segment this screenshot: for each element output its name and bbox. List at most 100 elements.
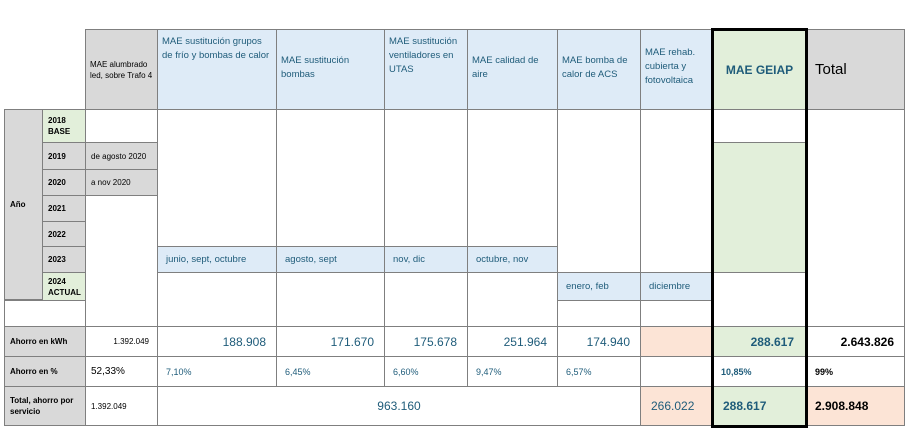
- pct-grupos: 7,10%: [157, 356, 277, 387]
- header-geiap-text: MAE GEIAP: [725, 62, 794, 77]
- kwh-geiap-text: 288.617: [750, 334, 794, 349]
- grupos-period: junio, sept, octubre: [157, 246, 277, 273]
- year-2021: 2021: [42, 195, 86, 222]
- kwh-ventiladores-text: 175.678: [413, 334, 457, 349]
- header-geiap: MAE GEIAP: [712, 29, 807, 110]
- grupos-period-text: junio, sept, octubre: [166, 254, 247, 265]
- aire-empty-cell: [467, 109, 558, 247]
- fotovoltaica-empty-cell: [640, 109, 713, 273]
- aire-after-cell: [467, 272, 558, 327]
- bombas-empty-cell: [276, 109, 385, 247]
- ahorro-kwh-label: Ahorro en kWh: [4, 326, 86, 357]
- servicio-total: 2.908.848: [806, 386, 905, 426]
- servicio-total-text: 2.908.848: [815, 399, 869, 413]
- servicio-fotovoltaica: 266.022: [640, 386, 713, 426]
- header-bomba-acs: MAE bomba de calor de ACS: [557, 29, 641, 110]
- pct-total: 99%: [806, 356, 905, 387]
- servicio-alumbrado-text: 1.392.049: [91, 401, 127, 411]
- ventiladores-period-text: nov, dic: [393, 254, 426, 265]
- alumbrado-period-end-text: a nov 2020: [91, 178, 131, 187]
- year-2018: 2018 BASE: [42, 109, 86, 143]
- year-2019: 2019: [42, 142, 86, 170]
- kwh-total-text: 2.643.826: [840, 334, 894, 349]
- alumbrado-2018-cell: [85, 109, 158, 143]
- header-alumbrado: MAE alumbrado led, sobre Trafo 4: [85, 29, 158, 110]
- kwh-geiap: 288.617: [712, 326, 807, 357]
- aire-period-text: octubre, nov: [476, 254, 529, 265]
- pct-geiap-text: 10,85%: [721, 366, 752, 377]
- header-fotovoltaica-text: MAE rehab. cubierta y fotovoltaica: [645, 47, 696, 86]
- kwh-alumbrado: 1.392.049: [85, 326, 158, 357]
- alumbrado-empty-cell: [85, 195, 158, 327]
- pct-aire: 9,47%: [467, 356, 558, 387]
- header-total: Total: [806, 29, 905, 110]
- geiap-active-period: [712, 142, 807, 273]
- header-ventiladores-text: MAE sustitución ventiladores en UTAS: [389, 36, 458, 75]
- alumbrado-period-end: a nov 2020: [85, 169, 158, 196]
- year-2020: 2020: [42, 169, 86, 196]
- pct-total-text: 99%: [815, 366, 834, 377]
- ahorro-pct-label-text: Ahorro en %: [10, 367, 58, 376]
- fotovoltaica-period-text: diciembre: [649, 281, 691, 292]
- grupos-after-cell: [157, 272, 277, 327]
- header-grupos-frio-text: MAE sustitución grupos de frío y bombas …: [162, 36, 270, 61]
- year-2024: 2024 ACTUAL: [42, 272, 86, 301]
- pct-ventiladores: 6,60%: [384, 356, 468, 387]
- total-servicio-label: Total, ahorro por servicio: [4, 386, 86, 426]
- year-2022-text: 2022: [48, 229, 66, 239]
- pct-aire-text: 9,47%: [476, 366, 502, 377]
- year-2018-text: 2018 BASE: [48, 116, 71, 136]
- servicio-combined-text: 963.160: [377, 399, 421, 413]
- pct-geiap: 10,85%: [712, 356, 807, 387]
- kwh-grupos-text: 188.908: [222, 334, 266, 349]
- servicio-combined: 963.160: [157, 386, 641, 426]
- header-calidad-aire-text: MAE calidad de aire: [472, 55, 539, 80]
- year-filler-cell: [4, 300, 86, 327]
- kwh-fotovoltaica: [640, 326, 713, 357]
- aire-period: octubre, nov: [467, 246, 558, 273]
- header-bomba-acs-text: MAE bomba de calor de ACS: [562, 55, 628, 80]
- header-calidad-aire: MAE calidad de aire: [467, 29, 558, 110]
- pct-grupos-text: 7,10%: [166, 366, 192, 377]
- fotovoltaica-after-cell: [640, 300, 713, 327]
- pct-bombas: 6,45%: [276, 356, 385, 387]
- pct-alumbrado: 52,33%: [85, 356, 158, 387]
- year-2020-text: 2020: [48, 178, 66, 187]
- kwh-acs: 174.940: [557, 326, 641, 357]
- kwh-alumbrado-text: 1.392.049: [113, 337, 149, 346]
- alumbrado-period-start: de agosto 2020: [85, 142, 158, 170]
- acs-period: enero, feb: [557, 272, 641, 301]
- kwh-bombas-text: 171.670: [330, 334, 374, 349]
- total-servicio-label-text: Total, ahorro por servicio: [10, 396, 74, 416]
- pct-fotovoltaica: [640, 356, 713, 387]
- year-2022: 2022: [42, 221, 86, 247]
- alumbrado-period-start-text: de agosto 2020: [91, 151, 147, 161]
- year-2019-text: 2019: [48, 151, 66, 161]
- header-bombas: MAE sustitución bombas: [276, 29, 385, 110]
- year-2021-text: 2021: [48, 204, 66, 213]
- header-ventiladores: MAE sustitución ventiladores en UTAS: [384, 29, 468, 110]
- servicio-fotovoltaica-text: 266.022: [651, 399, 695, 413]
- kwh-aire: 251.964: [467, 326, 558, 357]
- kwh-bombas: 171.670: [276, 326, 385, 357]
- acs-period-text: enero, feb: [566, 281, 609, 292]
- servicio-geiap-text: 288.617: [723, 399, 767, 413]
- geiap-after-cell: [712, 272, 807, 327]
- total-empty-cell: [806, 109, 905, 327]
- ventiladores-after-cell: [384, 272, 468, 327]
- header-grupos-frio: MAE sustitución grupos de frío y bombas …: [157, 29, 277, 110]
- kwh-aire-text: 251.964: [503, 334, 547, 349]
- year-2023-text: 2023: [48, 255, 66, 264]
- pct-acs-text: 6,57%: [566, 366, 592, 377]
- kwh-total: 2.643.826: [806, 326, 905, 357]
- header-fotovoltaica: MAE rehab. cubierta y fotovoltaica: [640, 29, 713, 110]
- ahorro-kwh-label-text: Ahorro en kWh: [10, 337, 68, 346]
- ventiladores-period: nov, dic: [384, 246, 468, 273]
- pct-ventiladores-text: 6,60%: [393, 366, 419, 377]
- geiap-2018-cell: [712, 109, 807, 143]
- header-bombas-text: MAE sustitución bombas: [281, 55, 350, 80]
- kwh-grupos: 188.908: [157, 326, 277, 357]
- year-2024-text: 2024 ACTUAL: [48, 276, 81, 297]
- acs-after-cell: [557, 300, 641, 327]
- bombas-after-cell: [276, 272, 385, 327]
